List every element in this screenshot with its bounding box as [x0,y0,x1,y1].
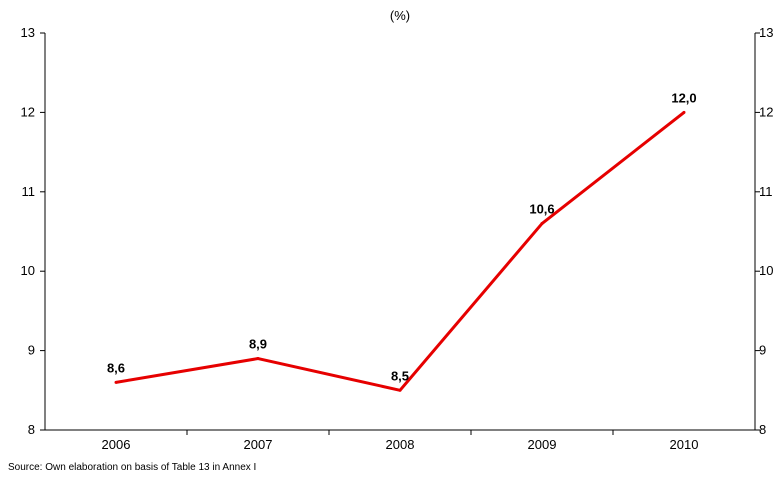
x-tick-label: 2006 [102,437,131,452]
data-label: 8,5 [391,368,409,383]
y-tick-label-right: 13 [759,25,773,40]
x-tick-label: 2010 [670,437,699,452]
y-tick-label-right: 9 [759,343,766,358]
y-tick-label-left: 8 [28,422,35,437]
y-tick-label-right: 12 [759,104,773,119]
y-tick-label-left: 9 [28,343,35,358]
data-label: 8,9 [249,337,267,352]
y-tick-label-left: 12 [21,104,35,119]
y-tick-label-left: 13 [21,25,35,40]
source-note: Source: Own elaboration on basis of Tabl… [8,462,257,473]
series-layer [114,110,686,392]
series-line [115,111,685,392]
data-point [256,357,260,361]
y-tick-label-left: 11 [22,184,36,199]
data-point [398,388,402,392]
x-tick-label: 2009 [528,437,557,452]
data-point [114,380,118,384]
axis-ticks: 8 8 9 9 10 10 11 11 12 12 13 13 2006 2007 2008 2009 2010 [21,25,774,452]
y-tick-label-right: 11 [759,184,773,199]
data-label: 12,0 [671,90,696,105]
y-tick-label-left: 10 [21,263,35,278]
data-labels: 8,6 8,9 8,5 10,6 12,0 [107,90,697,383]
data-point [682,110,686,114]
axes [44,33,756,431]
x-tick-label: 2008 [386,437,415,452]
x-tick-label: 2007 [244,437,273,452]
y-tick-label-right: 8 [759,422,766,437]
data-point [540,222,544,226]
y-tick-label-right: 10 [759,263,773,278]
chart-unit-label: (%) [390,8,410,23]
data-label: 8,6 [107,360,125,375]
data-label: 10,6 [529,202,554,217]
